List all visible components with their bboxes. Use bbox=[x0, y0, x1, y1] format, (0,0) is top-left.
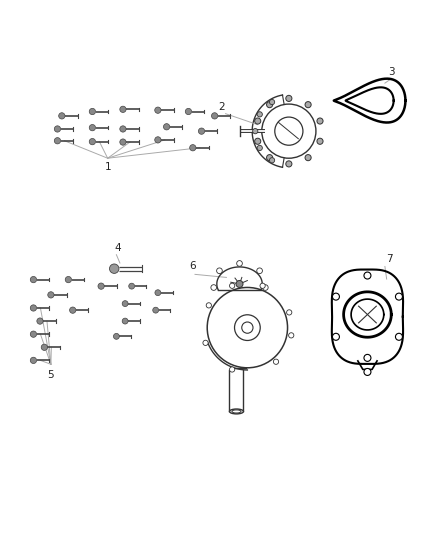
Circle shape bbox=[89, 139, 95, 145]
Circle shape bbox=[89, 108, 95, 115]
Circle shape bbox=[30, 357, 37, 364]
Circle shape bbox=[269, 100, 275, 104]
Circle shape bbox=[30, 277, 37, 282]
Circle shape bbox=[120, 106, 126, 112]
Circle shape bbox=[396, 333, 403, 340]
Circle shape bbox=[254, 118, 261, 124]
Circle shape bbox=[41, 344, 47, 350]
Circle shape bbox=[59, 112, 65, 119]
Text: 1: 1 bbox=[104, 161, 111, 172]
Circle shape bbox=[30, 331, 37, 337]
Circle shape bbox=[237, 261, 242, 266]
Circle shape bbox=[332, 333, 339, 340]
Circle shape bbox=[37, 318, 43, 324]
Circle shape bbox=[65, 277, 71, 282]
Circle shape bbox=[207, 287, 288, 368]
Circle shape bbox=[120, 139, 126, 145]
Circle shape bbox=[98, 283, 104, 289]
Text: 2: 2 bbox=[218, 101, 225, 111]
Circle shape bbox=[48, 292, 54, 298]
Text: 7: 7 bbox=[386, 254, 392, 264]
Circle shape bbox=[236, 280, 243, 287]
Circle shape bbox=[212, 112, 218, 119]
Circle shape bbox=[286, 95, 292, 101]
Circle shape bbox=[317, 118, 323, 124]
Circle shape bbox=[305, 155, 311, 160]
Text: 4: 4 bbox=[114, 243, 121, 253]
Text: 3: 3 bbox=[388, 68, 395, 77]
Text: 6: 6 bbox=[190, 261, 196, 271]
Circle shape bbox=[275, 117, 303, 145]
Circle shape bbox=[267, 155, 273, 160]
Circle shape bbox=[267, 102, 273, 108]
Circle shape bbox=[234, 315, 260, 341]
Circle shape bbox=[113, 334, 119, 340]
Circle shape bbox=[30, 305, 37, 311]
Circle shape bbox=[305, 102, 311, 108]
Circle shape bbox=[190, 144, 196, 151]
Circle shape bbox=[257, 146, 262, 151]
Circle shape bbox=[332, 293, 339, 300]
Circle shape bbox=[185, 108, 191, 115]
Circle shape bbox=[230, 283, 235, 288]
Circle shape bbox=[253, 128, 258, 134]
Circle shape bbox=[70, 307, 76, 313]
Circle shape bbox=[257, 268, 262, 273]
Circle shape bbox=[122, 318, 128, 324]
Circle shape bbox=[254, 138, 261, 144]
Circle shape bbox=[242, 322, 253, 333]
Circle shape bbox=[286, 161, 292, 167]
Circle shape bbox=[54, 138, 60, 144]
Circle shape bbox=[262, 285, 268, 290]
Circle shape bbox=[129, 283, 134, 289]
Circle shape bbox=[286, 310, 292, 315]
Circle shape bbox=[230, 367, 235, 372]
Circle shape bbox=[260, 283, 265, 288]
Circle shape bbox=[364, 368, 371, 375]
Text: 5: 5 bbox=[48, 370, 54, 381]
Circle shape bbox=[155, 137, 161, 143]
Circle shape bbox=[89, 125, 95, 131]
Circle shape bbox=[155, 107, 161, 114]
Circle shape bbox=[269, 158, 275, 163]
Circle shape bbox=[211, 285, 216, 290]
Circle shape bbox=[257, 112, 262, 117]
Circle shape bbox=[289, 333, 294, 338]
Circle shape bbox=[198, 128, 205, 134]
Circle shape bbox=[110, 264, 119, 273]
Circle shape bbox=[396, 293, 403, 300]
Ellipse shape bbox=[230, 409, 244, 414]
Circle shape bbox=[122, 301, 128, 306]
Circle shape bbox=[155, 290, 161, 296]
Circle shape bbox=[54, 126, 60, 132]
Circle shape bbox=[206, 303, 212, 308]
Circle shape bbox=[262, 104, 316, 158]
Circle shape bbox=[317, 138, 323, 144]
Circle shape bbox=[217, 268, 223, 273]
Circle shape bbox=[163, 124, 170, 130]
Circle shape bbox=[120, 126, 126, 132]
Circle shape bbox=[364, 354, 371, 361]
Ellipse shape bbox=[232, 410, 241, 413]
Circle shape bbox=[203, 340, 208, 345]
Circle shape bbox=[153, 307, 159, 313]
Circle shape bbox=[273, 359, 279, 365]
Circle shape bbox=[364, 272, 371, 279]
